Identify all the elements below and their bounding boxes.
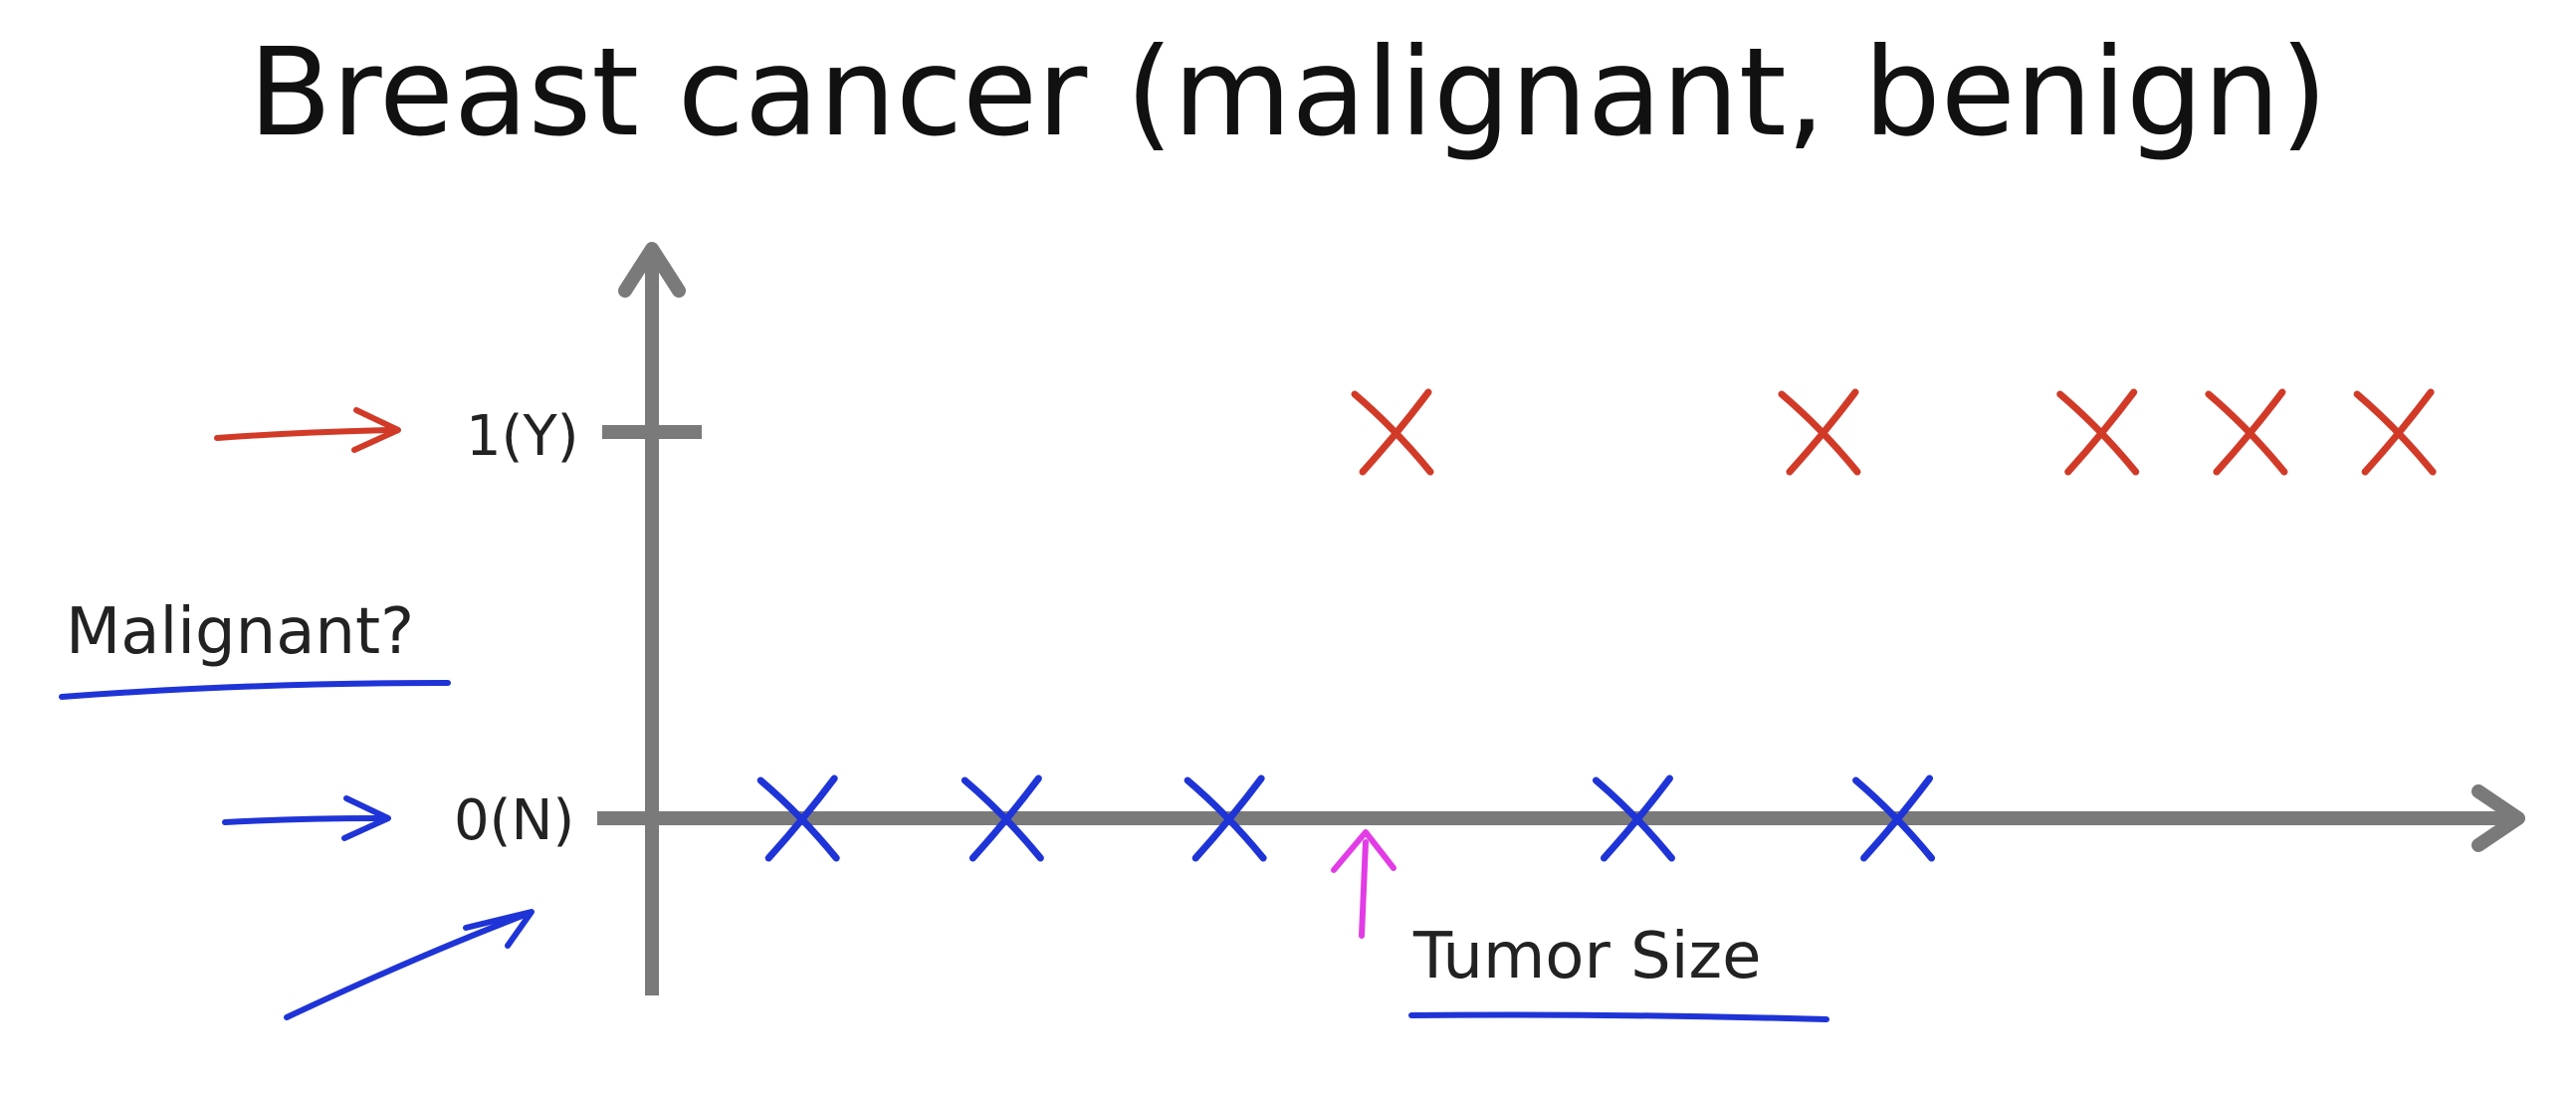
blue-diagonal-arrow <box>284 909 535 1020</box>
xlabel-underline <box>1408 1011 1829 1022</box>
y-axis-label: Malignant? <box>66 595 415 669</box>
data-point-1-2 <box>1183 774 1267 862</box>
threshold-arrow <box>1331 829 1396 939</box>
data-point-1-4 <box>1852 774 1936 862</box>
chart-title: Breast cancer (malignant, benign) <box>248 22 2328 163</box>
data-point-1-3 <box>1592 774 1675 862</box>
y-tick-label-1: 1(Y) <box>466 404 579 469</box>
blue-pointer-arrow <box>222 795 391 841</box>
y-tick-label-0: 0(N) <box>454 788 575 853</box>
red-pointer-arrow <box>214 407 401 453</box>
x-axis-arrowhead <box>2471 784 2525 852</box>
data-point-0-0 <box>1351 388 1434 476</box>
data-point-0-4 <box>2353 388 2437 476</box>
annotations <box>59 407 1829 1022</box>
data-point-0-1 <box>1778 388 1861 476</box>
data-point-1-1 <box>961 774 1044 862</box>
y-axis-arrowhead <box>618 242 686 298</box>
data-point-0-2 <box>2056 388 2140 476</box>
data-point-0-3 <box>2205 388 2288 476</box>
data-point-1-0 <box>756 774 840 862</box>
axes <box>597 242 2525 995</box>
x-axis-label: Tumor Size <box>1413 920 1762 993</box>
ylabel-underline <box>59 680 451 700</box>
data-marks <box>756 388 2437 862</box>
